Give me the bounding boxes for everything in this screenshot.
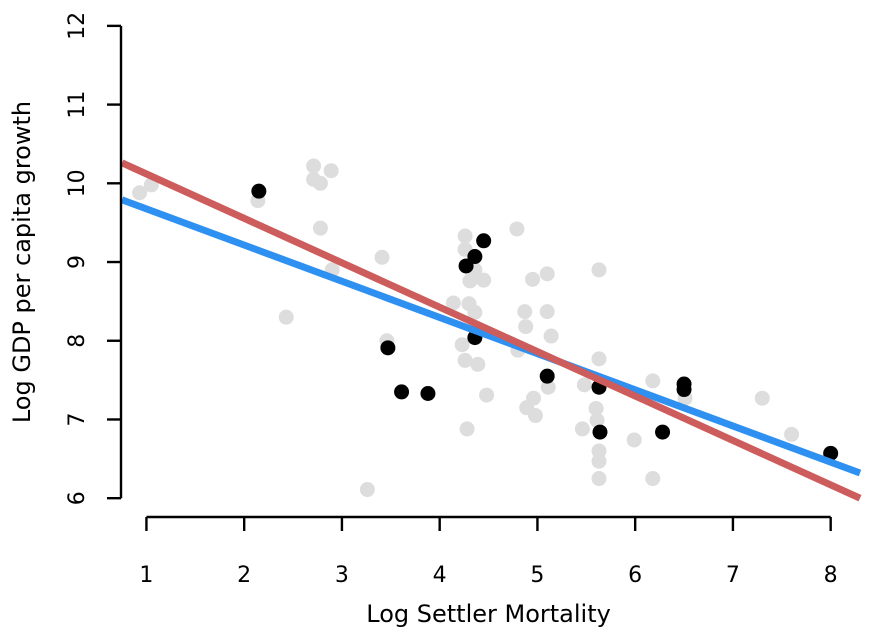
y-tick-label-11: 11 xyxy=(65,91,90,119)
highlight-point-1 xyxy=(380,340,396,356)
background-point-8 xyxy=(323,163,339,179)
highlight-point-10 xyxy=(592,424,608,440)
x-tick-label-4: 4 xyxy=(433,563,447,588)
highlight-point-11 xyxy=(655,424,671,440)
background-point-23 xyxy=(470,356,486,372)
background-point-38 xyxy=(574,421,590,437)
background-point-42 xyxy=(591,262,607,278)
background-point-31 xyxy=(525,271,541,287)
x-axis-title: Log Settler Mortality xyxy=(366,600,611,628)
highlight-point-8 xyxy=(539,368,555,384)
x-tick-label-7: 7 xyxy=(726,563,740,588)
highlight-point-3 xyxy=(420,385,436,401)
background-point-32 xyxy=(526,390,542,406)
background-point-0 xyxy=(132,185,148,201)
background-point-37 xyxy=(543,328,559,344)
background-point-40 xyxy=(588,400,604,416)
background-point-35 xyxy=(539,304,555,320)
background-point-39 xyxy=(576,377,592,393)
background-point-28 xyxy=(517,304,533,320)
background-point-36 xyxy=(540,379,556,395)
background-point-45 xyxy=(591,453,607,469)
background-point-4 xyxy=(306,158,322,174)
x-tick-label-1: 1 xyxy=(139,563,153,588)
y-tick-label-9: 9 xyxy=(65,255,90,269)
y-tick-label-8: 8 xyxy=(65,334,90,348)
background-point-15 xyxy=(457,228,473,244)
highlight-point-7 xyxy=(476,233,492,249)
background-point-13 xyxy=(445,295,461,311)
background-point-18 xyxy=(459,421,475,437)
background-point-41 xyxy=(589,412,605,428)
highlight-point-2 xyxy=(394,384,410,400)
y-axis-title: Log GDP per capita growth xyxy=(8,101,36,423)
background-point-46 xyxy=(591,471,607,487)
background-point-47 xyxy=(626,432,642,448)
background-point-26 xyxy=(509,221,525,237)
blue-line-fit xyxy=(120,196,862,477)
x-tick-label-5: 5 xyxy=(530,563,544,588)
background-point-24 xyxy=(476,272,492,288)
background-point-52 xyxy=(784,426,800,442)
background-point-10 xyxy=(359,482,375,498)
highlight-point-13 xyxy=(676,382,692,398)
y-tick-label-10: 10 xyxy=(65,169,90,197)
background-point-11 xyxy=(374,249,390,265)
regression-lines-group xyxy=(120,159,862,502)
background-point-3 xyxy=(278,309,294,325)
background-point-25 xyxy=(479,387,495,403)
x-tick-label-3: 3 xyxy=(335,563,349,588)
background-point-7 xyxy=(312,220,328,236)
highlight-points-group xyxy=(251,183,839,461)
y-tick-label-12: 12 xyxy=(65,12,90,40)
y-tick-label-7: 7 xyxy=(65,412,90,426)
highlight-point-0 xyxy=(251,183,267,199)
highlight-point-4 xyxy=(458,258,474,274)
background-point-48 xyxy=(645,373,661,389)
background-point-34 xyxy=(539,266,555,282)
x-tick-label-8: 8 xyxy=(824,563,838,588)
red-line-fit xyxy=(120,159,862,502)
background-points-group xyxy=(132,158,800,498)
x-tick-label-2: 2 xyxy=(237,563,251,588)
highlight-point-5 xyxy=(467,249,483,265)
background-point-43 xyxy=(591,351,607,367)
background-point-49 xyxy=(645,471,661,487)
background-point-22 xyxy=(467,304,483,320)
background-point-51 xyxy=(754,390,770,406)
x-tick-label-6: 6 xyxy=(628,563,642,588)
background-point-6 xyxy=(312,175,328,191)
background-point-33 xyxy=(527,408,543,424)
background-point-29 xyxy=(518,319,534,335)
background-point-17 xyxy=(457,352,473,368)
y-axis: 6 7 8 9 10 11 12 xyxy=(65,12,123,505)
y-tick-label-6: 6 xyxy=(65,491,90,505)
x-axis: 1 2 3 4 5 6 7 8 xyxy=(139,515,838,588)
background-point-14 xyxy=(454,337,470,353)
